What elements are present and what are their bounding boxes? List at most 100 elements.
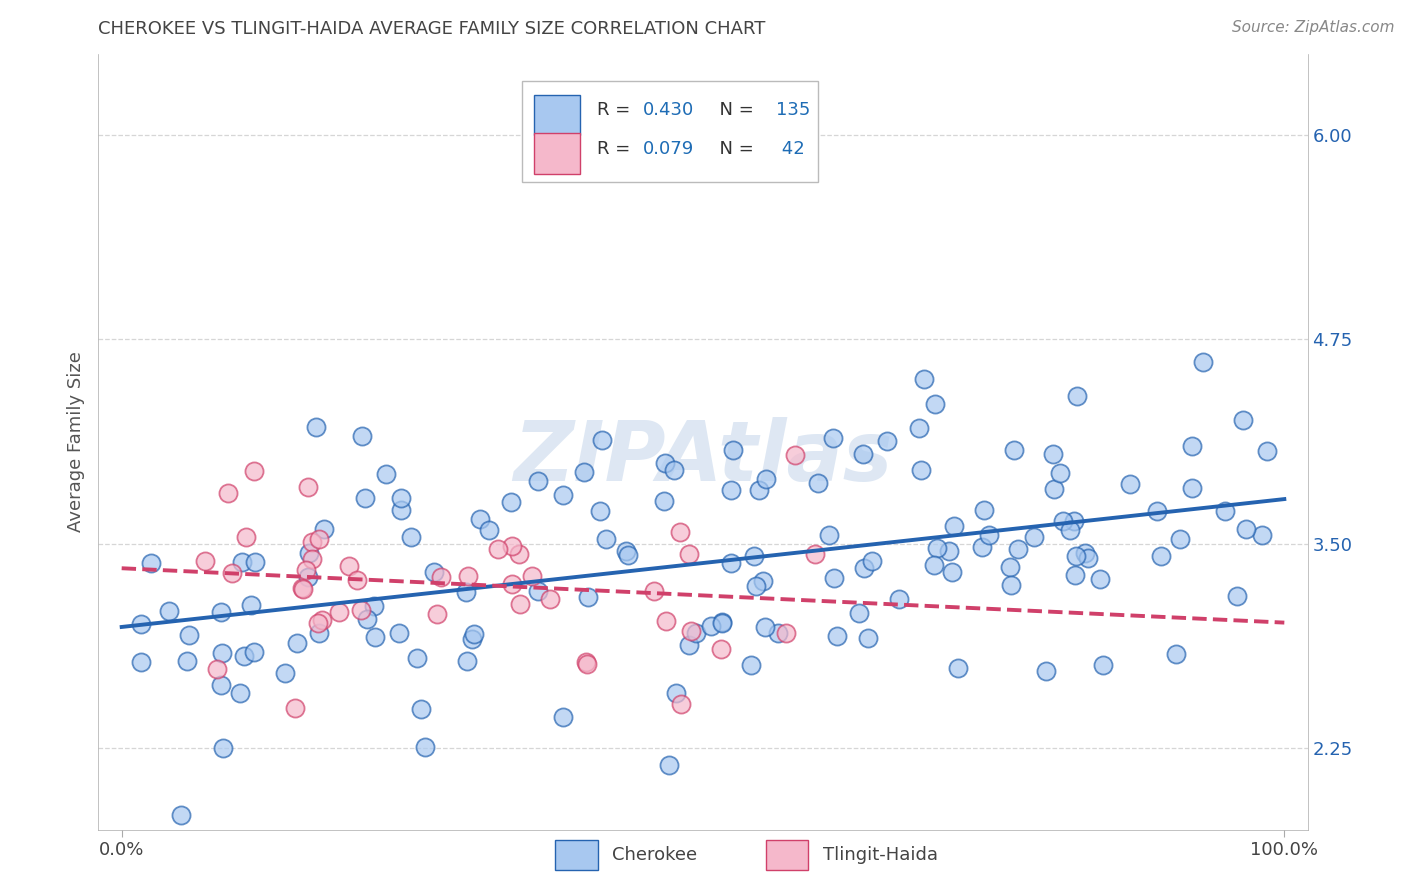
Point (328, 605, 350, 619)
Text: 0.430: 0.430 (643, 101, 693, 119)
Point (1000, 578, 1022, 592)
Point (1192, 355, 1215, 369)
Point (463, 626, 485, 640)
Point (311, 613, 333, 627)
Point (848, 606, 870, 620)
Point (589, 504, 612, 518)
Point (803, 547, 825, 561)
Text: R =: R = (596, 139, 636, 158)
Point (591, 433, 613, 447)
Point (723, 443, 745, 458)
Point (821, 431, 844, 445)
Point (176, 654, 198, 668)
Point (818, 528, 841, 542)
Point (1150, 549, 1173, 563)
Point (295, 563, 318, 577)
Point (243, 465, 266, 479)
Point (217, 486, 239, 500)
Point (938, 544, 960, 558)
Point (157, 603, 180, 617)
Point (710, 615, 733, 630)
Point (486, 542, 509, 557)
Point (526, 474, 548, 488)
Text: ZIPAtlas: ZIPAtlas (513, 417, 893, 498)
Point (350, 429, 373, 443)
Point (578, 590, 600, 604)
Point (766, 626, 789, 640)
Point (430, 570, 453, 584)
Text: R =: R = (596, 101, 636, 119)
Point (664, 463, 686, 477)
Point (526, 583, 548, 598)
Point (744, 579, 766, 593)
Point (852, 447, 875, 461)
Point (553, 710, 575, 724)
Point (232, 649, 254, 664)
Point (415, 740, 437, 755)
FancyBboxPatch shape (522, 80, 818, 182)
Text: Source: ZipAtlas.com: Source: ZipAtlas.com (1232, 20, 1395, 35)
Point (1073, 546, 1095, 560)
Point (754, 620, 776, 634)
Point (209, 605, 232, 619)
Point (177, 628, 200, 642)
Point (1043, 482, 1066, 496)
Point (720, 556, 742, 570)
Point (297, 570, 319, 584)
Point (399, 530, 422, 544)
Text: Tlingit-Haida: Tlingit-Haida (823, 846, 938, 864)
Point (1076, 550, 1098, 565)
Point (1064, 549, 1087, 563)
Point (478, 523, 501, 537)
Point (508, 547, 530, 561)
Point (889, 591, 911, 606)
Point (910, 463, 932, 477)
Point (643, 584, 665, 599)
Point (129, 655, 152, 669)
Point (284, 701, 307, 715)
Point (617, 549, 640, 563)
Point (307, 616, 329, 631)
Point (941, 565, 963, 579)
Point (349, 602, 371, 616)
Point (308, 532, 330, 546)
Point (912, 372, 935, 386)
Point (374, 467, 396, 482)
Point (356, 611, 378, 625)
Point (616, 543, 638, 558)
Point (1181, 438, 1204, 452)
Point (298, 546, 321, 560)
Point (389, 491, 412, 505)
Point (1064, 567, 1087, 582)
Point (700, 619, 723, 633)
Text: N =: N = (707, 101, 759, 119)
Point (1049, 466, 1071, 480)
Point (274, 666, 297, 681)
Point (654, 614, 676, 628)
Point (979, 527, 1001, 541)
Point (1059, 523, 1081, 537)
Point (205, 662, 228, 676)
Point (575, 655, 598, 669)
Text: 0.079: 0.079 (643, 139, 693, 158)
Point (194, 554, 217, 568)
Point (229, 686, 252, 700)
FancyBboxPatch shape (534, 134, 579, 174)
Point (678, 547, 700, 561)
Point (775, 626, 797, 640)
Point (509, 597, 531, 611)
Point (1042, 447, 1064, 461)
Point (754, 472, 776, 486)
Point (553, 488, 575, 502)
Point (669, 697, 692, 711)
Point (1146, 504, 1168, 518)
Point (287, 636, 309, 650)
Y-axis label: Average Family Size: Average Family Size (66, 351, 84, 532)
Point (457, 569, 479, 583)
Point (423, 566, 446, 580)
Point (221, 566, 243, 580)
Point (297, 479, 319, 493)
Text: 42: 42 (776, 139, 804, 158)
Point (748, 483, 770, 498)
Point (710, 615, 733, 629)
